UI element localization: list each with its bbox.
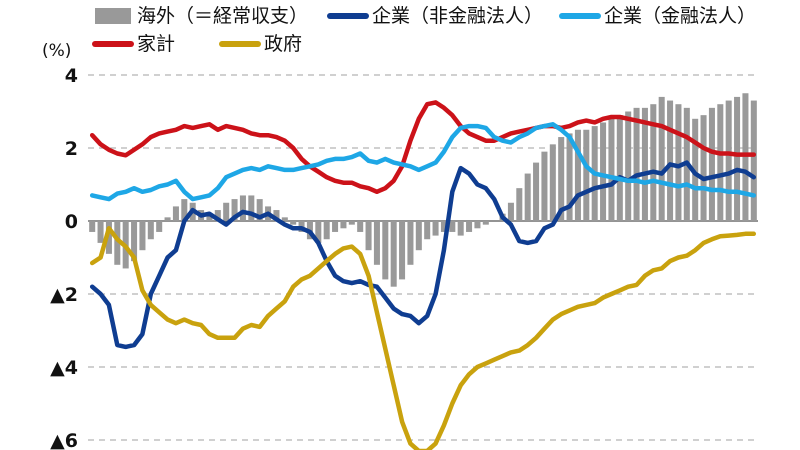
- bar-overseas: [89, 221, 96, 232]
- series-line-0: [89, 100, 757, 195]
- bar-overseas: [541, 151, 548, 221]
- bar-overseas: [281, 217, 288, 221]
- bar-overseas: [332, 221, 339, 232]
- bar-overseas: [533, 162, 540, 221]
- bar-overseas: [474, 221, 481, 229]
- series-line-1: [89, 160, 757, 350]
- y-tick-label: ▲2: [50, 284, 78, 306]
- bar-overseas: [172, 206, 179, 221]
- bar-overseas: [566, 133, 573, 221]
- bar-overseas: [424, 221, 431, 240]
- unit-label: (%): [42, 41, 71, 61]
- bar-overseas: [725, 100, 732, 221]
- bar-overseas: [114, 221, 121, 265]
- bar-overseas: [390, 221, 397, 287]
- bar-overseas: [248, 195, 255, 221]
- series-line-3: [89, 226, 757, 450]
- bar-overseas: [206, 213, 213, 221]
- y-tick-label: 0: [65, 211, 78, 233]
- bar-overseas: [482, 221, 489, 225]
- bar-overseas: [700, 115, 707, 221]
- bar-overseas: [600, 122, 607, 221]
- bar-overseas: [549, 144, 556, 221]
- bar-overseas: [507, 202, 514, 221]
- bar-overseas: [399, 221, 406, 280]
- bar-overseas: [131, 221, 138, 262]
- bar-overseas: [625, 111, 632, 221]
- series-line-2: [89, 122, 757, 202]
- bar-overseas: [667, 100, 674, 221]
- bar-overseas: [139, 221, 146, 251]
- bar-overseas: [365, 221, 372, 251]
- bar-overseas: [156, 221, 163, 232]
- bar-overseas: [675, 104, 682, 221]
- bar-overseas: [164, 217, 171, 221]
- legend-label: 企業（非金融法人）: [372, 5, 543, 27]
- series-lines: [89, 100, 757, 450]
- bar-overseas: [239, 195, 246, 221]
- bar-overseas: [273, 210, 280, 221]
- y-tick-label: 4: [65, 65, 78, 87]
- bar-overseas: [432, 221, 439, 236]
- legend-label: 海外（＝経常収支）: [137, 5, 308, 27]
- bar-overseas: [574, 129, 581, 221]
- bar-overseas: [524, 173, 531, 221]
- bar-overseas: [340, 221, 347, 229]
- bar-overseas: [641, 107, 648, 221]
- bar-overseas: [457, 221, 464, 236]
- bar-overseas: [658, 96, 665, 221]
- bar-overseas: [516, 188, 523, 221]
- bar-overseas: [214, 210, 221, 221]
- bar-overseas: [616, 115, 623, 221]
- bar-overseas: [147, 221, 154, 240]
- bar-overseas: [415, 221, 422, 251]
- bar-overseas: [466, 221, 473, 232]
- bar-overseas: [717, 104, 724, 221]
- bar-overseas: [407, 221, 414, 265]
- bar-overseas: [449, 221, 456, 232]
- bar-overseas: [373, 221, 380, 265]
- bar-overseas: [223, 202, 230, 221]
- y-tick-label: 2: [65, 138, 78, 160]
- bar-overseas: [357, 221, 364, 232]
- bar-overseas: [256, 199, 263, 221]
- bar-overseas: [608, 118, 615, 221]
- legend-label: 企業（金融法人）: [604, 5, 756, 27]
- bar-overseas: [348, 221, 355, 225]
- bars-overseas: [89, 93, 757, 287]
- legend-swatch-bar: [95, 8, 131, 24]
- y-tick-label: ▲4: [50, 357, 78, 379]
- y-axis-ticks: 4 2 0 ▲2 ▲4 ▲6: [50, 65, 78, 450]
- bar-overseas: [382, 221, 389, 280]
- bar-overseas: [742, 93, 749, 221]
- legend-label: 政府: [264, 33, 302, 55]
- bar-overseas: [97, 221, 104, 243]
- bar-overseas: [181, 199, 188, 221]
- bar-overseas: [231, 199, 238, 221]
- bar-overseas: [290, 221, 297, 225]
- bar-overseas: [315, 221, 322, 243]
- bar-overseas: [558, 137, 565, 221]
- bar-overseas: [650, 104, 657, 221]
- bar-overseas: [440, 221, 447, 232]
- legend-label: 家計: [137, 33, 175, 55]
- legend: 海外（＝経常収支） 企業（非金融法人） 企業（金融法人） 家計 政府: [92, 5, 756, 55]
- bar-overseas: [708, 107, 715, 221]
- grid: [88, 74, 758, 441]
- bar-overseas: [323, 221, 330, 240]
- bar-overseas: [734, 96, 741, 221]
- y-tick-label: ▲6: [50, 430, 78, 450]
- bar-overseas: [583, 129, 590, 221]
- bar-overseas: [633, 107, 640, 221]
- bar-overseas: [750, 100, 757, 221]
- bar-overseas: [105, 221, 112, 254]
